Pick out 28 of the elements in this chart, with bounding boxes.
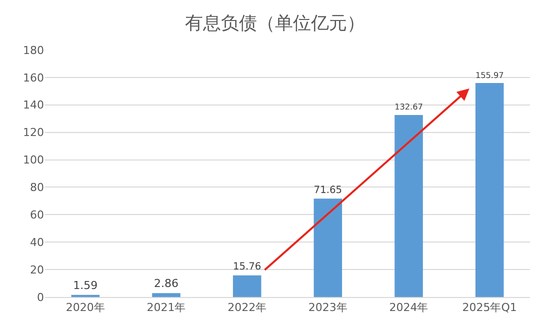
- y-tick-label: 100: [23, 154, 44, 167]
- x-tick-label: 2024年: [389, 301, 428, 314]
- y-tick-label: 180: [23, 44, 44, 57]
- data-label: 15.76: [232, 262, 262, 273]
- bar: [394, 114, 423, 297]
- y-tick-label: 160: [23, 71, 44, 84]
- bar: [475, 82, 504, 297]
- data-label: 71.65: [314, 184, 342, 196]
- x-tick-label: 2020年: [66, 301, 105, 314]
- y-tick-label: 120: [23, 126, 44, 140]
- data-label: 1.59: [73, 278, 98, 292]
- bar: [152, 293, 180, 297]
- x-tick-label: 2025年Q1: [462, 301, 517, 314]
- x-tick-label: 2021年: [146, 301, 186, 314]
- y-tick-label: 140: [23, 98, 44, 112]
- data-label: 132.67: [394, 102, 423, 112]
- y-tick-label: 60: [30, 208, 44, 222]
- y-tick-label: 0: [37, 290, 44, 304]
- data-label: 2.86: [154, 277, 178, 290]
- y-tick-label: 20: [30, 263, 44, 276]
- y-tick-label: 80: [30, 181, 44, 194]
- x-tick-label: 2023年: [308, 301, 348, 314]
- x-tick-label: 2022年: [228, 301, 267, 314]
- y-tick-label: 40: [30, 236, 44, 249]
- bar: [232, 275, 262, 297]
- chart-title: 有息负债（单位亿元）: [185, 13, 365, 34]
- data-label: 155.97: [475, 70, 504, 80]
- bar: [314, 198, 342, 297]
